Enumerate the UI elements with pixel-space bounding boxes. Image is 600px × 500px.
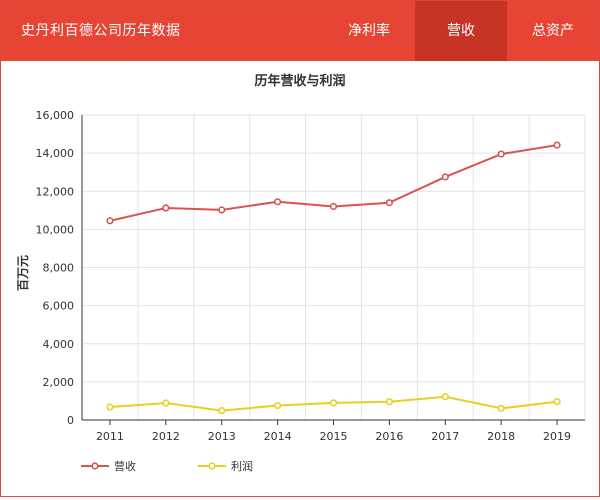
line-chart: 历年营收与利润 0 2,000 4,000 6,000 8,000 10,000 12,00… xyxy=(16,73,586,473)
data-point[interactable] xyxy=(385,398,393,406)
data-point[interactable] xyxy=(106,217,114,225)
x-tick-label: 2016 xyxy=(375,430,403,443)
grid-layer xyxy=(81,114,586,421)
x-tick-label: 2017 xyxy=(431,430,459,443)
x-tick-label: 2018 xyxy=(487,430,515,443)
data-point[interactable] xyxy=(106,403,114,411)
tab-bar: 净利率 营收 总资产 xyxy=(323,1,599,61)
legend-item[interactable]: 利润 xyxy=(198,459,253,473)
y-tick-label: 0 xyxy=(67,414,74,427)
x-tick-label: 2019 xyxy=(543,430,571,443)
data-point[interactable] xyxy=(274,401,282,410)
legend: 营收 利润 xyxy=(81,459,253,473)
legend-swatch-marker xyxy=(91,462,99,470)
data-point[interactable] xyxy=(162,204,170,212)
legend-item[interactable]: 营收 xyxy=(81,459,136,473)
y-tick-label: 8,000 xyxy=(43,262,75,275)
x-tick-label: 2011 xyxy=(96,430,124,443)
x-tick-label: 2014 xyxy=(264,430,292,443)
series-layer xyxy=(106,141,561,415)
data-point[interactable] xyxy=(218,407,226,415)
x-tick-label: 2012 xyxy=(152,430,180,443)
y-tick-label: 6,000 xyxy=(43,300,75,313)
legend-swatch-marker xyxy=(208,462,216,470)
data-point[interactable] xyxy=(497,150,505,158)
x-tick-label: 2015 xyxy=(320,430,348,443)
data-point[interactable] xyxy=(218,206,226,214)
y-tick-label: 10,000 xyxy=(36,223,75,236)
legend-label: 营收 xyxy=(114,459,136,473)
legend-label: 利润 xyxy=(231,459,253,473)
axis-layer: 0 2,000 4,000 6,000 8,000 10,000 12,000 14,000 1… xyxy=(36,109,585,443)
tab-total-assets[interactable]: 总资产 xyxy=(532,23,574,39)
data-point[interactable] xyxy=(162,399,170,407)
tab-net-margin[interactable]: 净利率 xyxy=(348,23,390,39)
tab-revenue[interactable]: 营收 xyxy=(415,1,507,61)
y-tick-label: 16,000 xyxy=(36,109,75,122)
y-tick-label: 4,000 xyxy=(43,338,75,351)
data-point[interactable] xyxy=(553,141,561,149)
y-tick-label: 12,000 xyxy=(36,185,75,198)
data-point[interactable] xyxy=(497,404,505,412)
y-tick-label: 14,000 xyxy=(36,147,75,160)
data-point[interactable] xyxy=(274,198,282,206)
data-point[interactable] xyxy=(441,393,449,401)
y-axis-label: 百万元 xyxy=(16,255,30,291)
data-point[interactable] xyxy=(553,398,561,406)
data-point[interactable] xyxy=(329,202,338,211)
data-point[interactable] xyxy=(385,199,393,207)
data-point[interactable] xyxy=(329,399,338,407)
x-tick-label: 2013 xyxy=(208,430,236,443)
chart-title: 历年营收与利润 xyxy=(254,73,345,89)
header-bar: 史丹利百德公司历年数据 净利率 营收 总资产 xyxy=(1,1,599,61)
chart-area: 历年营收与利润 0 2,000 4,000 6,000 8,000 10,000 12,00… xyxy=(1,61,599,496)
page-title: 史丹利百德公司历年数据 xyxy=(21,23,181,39)
y-tick-label: 2,000 xyxy=(43,376,75,389)
data-point[interactable] xyxy=(441,173,449,181)
